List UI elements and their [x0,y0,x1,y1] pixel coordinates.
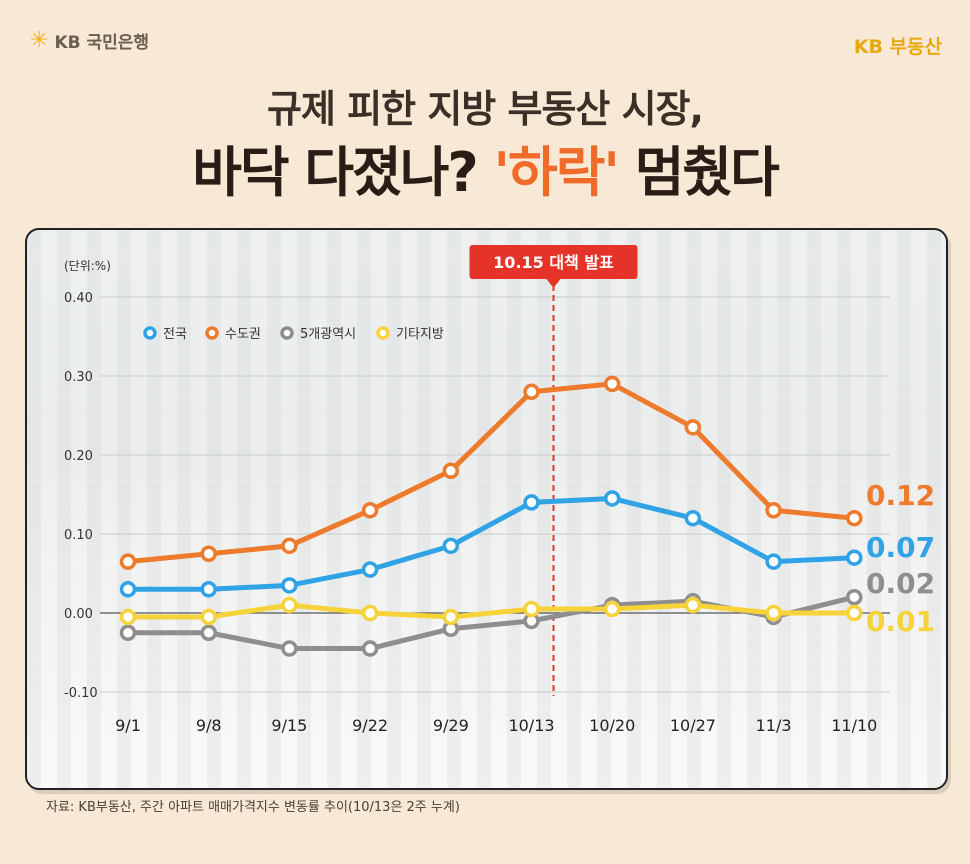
x-tick-label: 9/22 [352,716,388,735]
data-point [603,490,621,507]
data-point [119,581,137,598]
title-line1: 규제 피한 지방 부동산 시장, [267,87,704,131]
data-point [200,545,217,562]
y-tick-label: 0.30 [64,370,93,385]
x-tick-label: 10/13 [508,716,554,735]
kb-bank-logo: ✳ KB 국민은행 [30,28,149,53]
data-point [765,553,782,570]
title-line2-prefix: 바닥 다졌나? [192,141,494,204]
end-label: 0.01 [866,605,935,638]
data-point [684,596,702,614]
end-labels: 0.07 0.12 0.02 0.01 [866,479,935,638]
y-tick-labels: 0.40 0.30 0.20 0.10 0.00 -0.10 [64,291,98,701]
data-point [200,608,217,626]
data-point [846,509,863,527]
x-tick-label: 9/29 [433,716,469,735]
data-point [200,581,217,598]
data-point [846,588,863,606]
legend-label: 5개광역시 [300,327,356,342]
series-line [125,594,857,652]
legend-marker [205,326,219,340]
source-note: 자료: KB부동산, 주간 아파트 매매가격지수 변동률 추이(10/13은 2… [46,800,460,815]
data-point [684,509,702,527]
kb-realestate-logo: KB 부동산 [853,36,942,58]
data-point [119,624,137,641]
data-point [200,624,217,641]
annotation-box [469,245,638,279]
series-line [125,381,857,565]
kb-star-icon: ✳ [30,27,49,53]
title-line2: 바닥 다졌나? '하락' 멈췄다 [0,128,970,207]
data-point [281,640,298,657]
policy-annotation: 10.15 대책 발표 [469,245,638,696]
y-tick-label: 0.20 [64,449,93,464]
series-line [125,495,857,592]
data-point [442,462,460,480]
data-point [846,604,863,622]
x-tick-label: 10/20 [589,716,635,735]
legend-label: 수도권 [225,327,261,342]
data-point [765,604,782,622]
data-point [361,502,379,519]
kb-bank-logo-text: KB 국민은행 [54,33,150,53]
y-tick-label: 0.40 [64,291,93,306]
legend-marker [143,326,157,340]
data-point [523,494,540,511]
data-point [684,419,702,436]
legend-label: 전국 [163,327,187,342]
data-point [119,608,137,626]
series-line [125,602,857,620]
data-point [281,577,298,594]
annotation-pointer [546,279,561,288]
x-tick-label: 11/3 [756,716,792,735]
legend-marker [376,326,390,340]
data-point [361,561,379,578]
city-background [27,230,946,788]
data-point [765,502,782,519]
series-lines [119,375,863,657]
y-tick-label: 0.10 [64,528,93,543]
data-point [361,640,379,657]
x-tick-labels: 9/1 9/8 9/15 9/22 9/29 10/13 10/20 10/27 11/3 11/… [115,716,877,735]
data-point [281,596,298,614]
data-point [523,600,540,618]
title-highlight: '하락' [493,141,620,204]
legend: 전국 수도권 5개광역시 기타지방 [143,326,444,342]
data-point [281,537,298,555]
legend-marker [280,326,294,340]
legend-label: 기타지방 [396,327,444,342]
data-point [119,553,137,570]
end-label: 0.07 [866,531,935,564]
data-point [846,549,863,566]
chart-card [25,228,948,790]
x-tick-label: 9/1 [115,716,141,735]
y-tick-label: -0.10 [64,686,98,701]
data-point [603,600,621,618]
data-point [442,608,460,626]
title-line2-suffix: 멈췄다 [617,141,780,204]
unit-label: (단위:%) [64,259,111,273]
data-point [361,604,379,622]
end-label: 0.12 [866,479,935,512]
x-tick-label: 11/10 [831,716,877,735]
data-point [603,375,621,393]
data-point [442,537,460,555]
x-tick-label: 9/8 [196,716,222,735]
end-label: 0.02 [866,567,935,600]
annotation-text: 10.15 대책 발표 [493,253,614,272]
y-tick-label: 0.00 [64,607,93,622]
data-point [523,383,540,401]
x-tick-label: 10/27 [670,716,716,735]
x-tick-label: 9/15 [271,716,307,735]
